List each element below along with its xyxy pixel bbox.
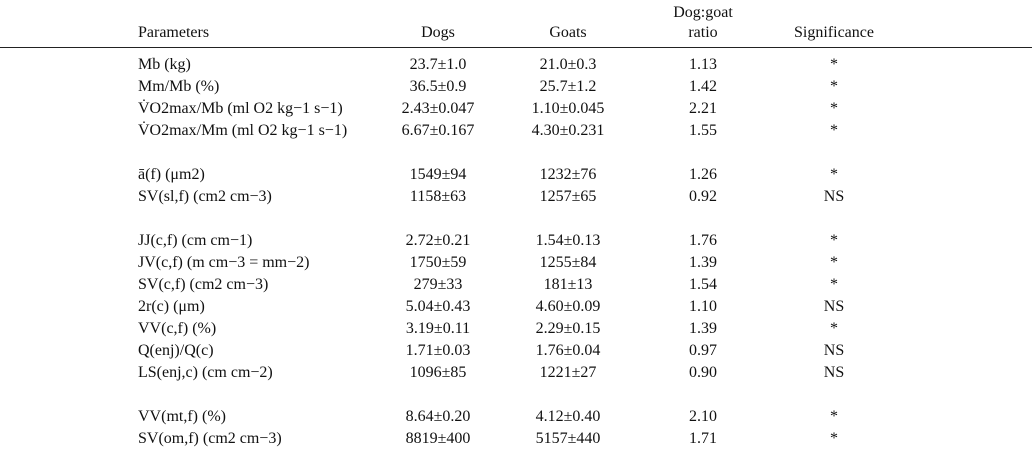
header-goats: Goats — [549, 24, 587, 41]
dogs-cell: 8819±400 — [405, 430, 471, 447]
table-row: Mm/Mb (%) 36.5±0.9 25.7±1.2 1.42 * — [0, 76, 1032, 98]
goats-cell: 181±13 — [543, 276, 593, 293]
ratio-cell: 1.55 — [689, 122, 717, 139]
ratio-cell: 0.90 — [689, 364, 717, 381]
goats-cell: 25.7±1.2 — [539, 78, 597, 95]
significance-cell: * — [830, 56, 838, 73]
dogs-cell: 1750±59 — [409, 254, 467, 271]
table-row: SV(sl,f) (cm2 cm−3) 1158±63 1257±65 0.92… — [0, 186, 1032, 208]
significance-cell: * — [830, 232, 838, 249]
table-row: VV(mt,f) (%) 8.64±0.20 4.12±0.40 2.10 * — [0, 406, 1032, 428]
ratio-cell: 1.42 — [689, 78, 717, 95]
significance-cell: * — [830, 320, 838, 337]
table-row: Q(enj)/Q(c) 1.71±0.03 1.76±0.04 0.97 NS — [0, 340, 1032, 362]
param-cell: V̇O2max/Mm (ml O2 kg−1 s−1) — [138, 122, 348, 139]
goats-cell: 4.60±0.09 — [535, 298, 601, 315]
table-row: Mb (kg) 23.7±1.0 21.0±0.3 1.13 * — [0, 54, 1032, 76]
header-dogs: Dogs — [421, 24, 455, 41]
table-header: Parameters Dogs Goats Dog:goat ratio Sig… — [0, 0, 1032, 48]
dogs-cell: 6.67±0.167 — [401, 122, 475, 139]
table-body: Mb (kg) 23.7±1.0 21.0±0.3 1.13 * Mm/Mb (… — [0, 54, 1032, 450]
goats-cell: 1.76±0.04 — [535, 342, 601, 359]
table-row: ā(f) (μm2) 1549±94 1232±76 1.26 * — [0, 164, 1032, 186]
dogs-cell: 5.04±0.43 — [405, 298, 471, 315]
significance-cell: * — [830, 276, 838, 293]
dogs-cell: 36.5±0.9 — [409, 78, 467, 95]
table-row: LS(enj,c) (cm cm−2) 1096±85 1221±27 0.90… — [0, 362, 1032, 384]
header-significance: Significance — [794, 24, 874, 41]
significance-cell: * — [830, 122, 838, 139]
dogs-cell: 3.19±0.11 — [405, 320, 471, 337]
param-cell: SV(om,f) (cm2 cm−3) — [138, 430, 282, 447]
param-cell: SV(c,f) (cm2 cm−3) — [138, 276, 269, 293]
ratio-cell: 2.21 — [689, 100, 717, 117]
goats-cell: 4.30±0.231 — [531, 122, 605, 139]
header-ratio-line2: ratio — [688, 24, 718, 41]
significance-cell: NS — [823, 364, 845, 381]
ratio-cell: 1.39 — [689, 320, 717, 337]
ratio-cell: 0.92 — [689, 188, 717, 205]
param-cell: SV(sl,f) (cm2 cm−3) — [138, 188, 272, 205]
ratio-cell: 1.54 — [689, 276, 717, 293]
param-cell: 2r(c) (μm) — [138, 298, 205, 315]
goats-cell: 1255±84 — [539, 254, 597, 271]
param-cell: LS(enj,c) (cm cm−2) — [138, 364, 273, 381]
ratio-cell: 1.71 — [689, 430, 717, 447]
significance-cell: * — [830, 254, 838, 271]
table-row: V̇O2max/Mb (ml O2 kg−1 s−1) 2.43±0.047 1… — [0, 98, 1032, 120]
ratio-cell: 1.39 — [689, 254, 717, 271]
goats-cell: 1221±27 — [539, 364, 597, 381]
dogs-cell: 2.72±0.21 — [405, 232, 471, 249]
significance-cell: * — [830, 78, 838, 95]
ratio-cell: 1.26 — [689, 166, 717, 183]
table-row: VV(c,f) (%) 3.19±0.11 2.29±0.15 1.39 * — [0, 318, 1032, 340]
goats-cell: 1.54±0.13 — [535, 232, 601, 249]
table-row: JV(c,f) (m cm−3 = mm−2) 1750±59 1255±84 … — [0, 252, 1032, 274]
ratio-cell: 1.10 — [689, 298, 717, 315]
goats-cell: 4.12±0.40 — [535, 408, 601, 425]
param-cell: ā(f) (μm2) — [138, 166, 205, 183]
goats-cell: 21.0±0.3 — [539, 56, 597, 73]
goats-cell: 1.10±0.045 — [531, 100, 605, 117]
ratio-cell: 1.76 — [689, 232, 717, 249]
param-cell: JJ(c,f) (cm cm−1) — [138, 232, 253, 249]
significance-cell: NS — [823, 298, 845, 315]
goats-cell: 1232±76 — [539, 166, 597, 183]
dogs-cell: 1.71±0.03 — [405, 342, 471, 359]
significance-cell: * — [830, 100, 838, 117]
dogs-cell: 23.7±1.0 — [409, 56, 467, 73]
param-cell: V̇O2max/Mb (ml O2 kg−1 s−1) — [138, 100, 343, 117]
table-row: SV(om,f) (cm2 cm−3) 8819±400 5157±440 1.… — [0, 428, 1032, 450]
goats-cell: 2.29±0.15 — [535, 320, 601, 337]
param-cell: Mm/Mb (%) — [138, 78, 220, 95]
header-divider — [0, 47, 1032, 48]
dogs-cell: 1158±63 — [409, 188, 467, 205]
significance-cell: * — [830, 166, 838, 183]
significance-cell: NS — [823, 188, 845, 205]
table-row: JJ(c,f) (cm cm−1) 2.72±0.21 1.54±0.13 1.… — [0, 230, 1032, 252]
dogs-cell: 2.43±0.047 — [401, 100, 475, 117]
param-cell: VV(c,f) (%) — [138, 320, 217, 337]
goats-cell: 1257±65 — [539, 188, 597, 205]
ratio-cell: 1.13 — [689, 56, 717, 73]
header-ratio-line1: Dog:goat — [673, 4, 733, 21]
table-row: 2r(c) (μm) 5.04±0.43 4.60±0.09 1.10 NS — [0, 296, 1032, 318]
param-cell: JV(c,f) (m cm−3 = mm−2) — [138, 254, 310, 271]
ratio-cell: 2.10 — [689, 408, 717, 425]
header-parameters: Parameters — [138, 24, 210, 41]
dogs-cell: 1549±94 — [409, 166, 467, 183]
dogs-cell: 1096±85 — [409, 364, 467, 381]
dogs-cell: 279±33 — [413, 276, 463, 293]
param-cell: Q(enj)/Q(c) — [138, 342, 214, 359]
table-row: V̇O2max/Mm (ml O2 kg−1 s−1) 6.67±0.167 4… — [0, 120, 1032, 142]
param-cell: Mb (kg) — [138, 56, 191, 73]
table-row: SV(c,f) (cm2 cm−3) 279±33 181±13 1.54 * — [0, 274, 1032, 296]
dogs-cell: 8.64±0.20 — [405, 408, 471, 425]
ratio-cell: 0.97 — [689, 342, 717, 359]
significance-cell: NS — [823, 342, 845, 359]
significance-cell: * — [830, 430, 838, 447]
param-cell: VV(mt,f) (%) — [138, 408, 226, 425]
significance-cell: * — [830, 408, 838, 425]
goats-cell: 5157±440 — [535, 430, 601, 447]
